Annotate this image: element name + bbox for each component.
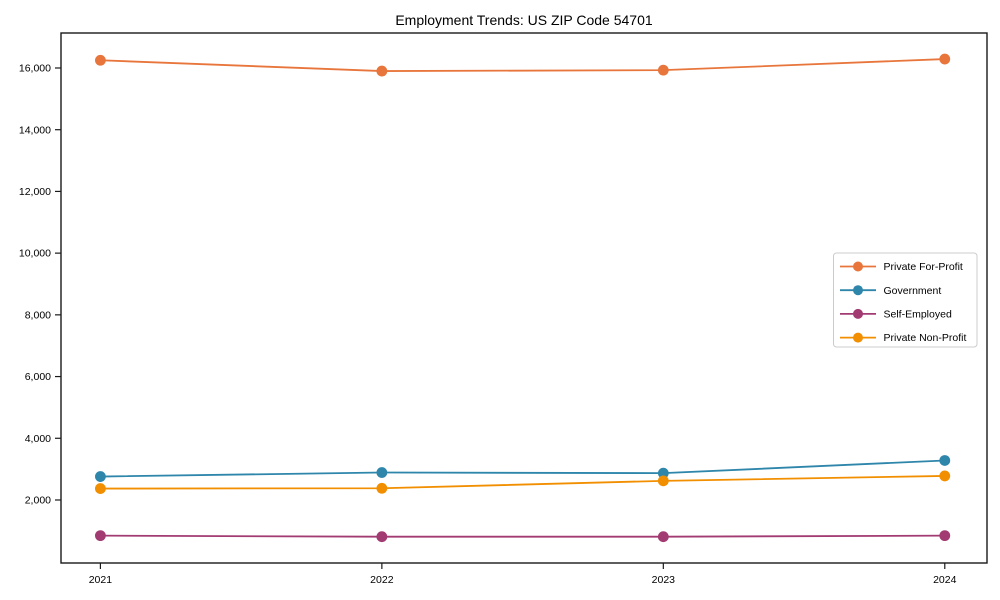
chart-title: Employment Trends: US ZIP Code 54701 — [395, 12, 653, 28]
legend-label: Private Non-Profit — [884, 332, 967, 344]
legend-label: Self-Employed — [884, 309, 952, 321]
y-tick-label: 2,000 — [25, 495, 51, 507]
data-point-self-employed — [657, 531, 669, 543]
x-tick-label: 2021 — [89, 574, 113, 586]
plot-area: 2,000 4,000 6,000 8,000 10,000 12,000 14,000 16… — [19, 32, 988, 586]
y-tick-label: 10,000 — [19, 248, 51, 260]
legend-marker — [853, 332, 863, 343]
y-tick-label: 8,000 — [25, 309, 51, 321]
data-point-private-non-profit — [376, 482, 388, 494]
data-point-private-non-profit — [95, 483, 106, 494]
data-point-self-employed — [376, 531, 388, 543]
y-tick-label: 4,000 — [25, 433, 51, 445]
series-line-private-for-profit — [100, 58, 945, 72]
series-line-private-non-profit — [100, 475, 945, 490]
data-point-government — [376, 467, 388, 478]
x-tick-label: 2024 — [933, 574, 957, 586]
legend-box — [833, 252, 978, 348]
data-point-self-employed — [939, 530, 951, 542]
legend-item-private-for-profit: Private For-Profit — [840, 261, 963, 273]
x-tick-label: 2023 — [652, 574, 676, 586]
legend-item-government: Government — [840, 285, 941, 297]
data-point-government — [95, 471, 106, 482]
data-point-private-for-profit — [95, 54, 106, 66]
series-line-government — [100, 459, 945, 478]
data-point-private-non-profit — [939, 470, 951, 482]
x-tick-label: 2022 — [370, 574, 394, 586]
data-point-private-non-profit — [657, 475, 669, 487]
legend-item-self-employed: Self-Employed — [840, 309, 952, 321]
data-point-government — [657, 467, 669, 479]
y-tick-label: 14,000 — [19, 124, 51, 136]
y-tick-label: 16,000 — [19, 63, 51, 75]
series-line-self-employed — [100, 534, 945, 538]
legend-marker — [853, 285, 863, 296]
data-point-government — [939, 455, 951, 466]
legend-label: Government — [884, 285, 942, 297]
data-point-self-employed — [95, 530, 106, 542]
legend-marker — [853, 308, 863, 319]
plot-border — [60, 32, 988, 564]
legend-item-private-non-profit: Private Non-Profit — [840, 332, 966, 344]
legend-marker — [853, 261, 863, 272]
legend-label: Private For-Profit — [884, 261, 963, 273]
y-tick-label: 12,000 — [19, 186, 51, 198]
data-point-private-for-profit — [657, 64, 669, 76]
y-tick-label: 6,000 — [25, 371, 51, 383]
data-point-private-for-profit — [939, 53, 951, 65]
legend: Private For-Profit Government Self-Employe… — [833, 252, 978, 348]
data-point-private-for-profit — [376, 65, 388, 77]
